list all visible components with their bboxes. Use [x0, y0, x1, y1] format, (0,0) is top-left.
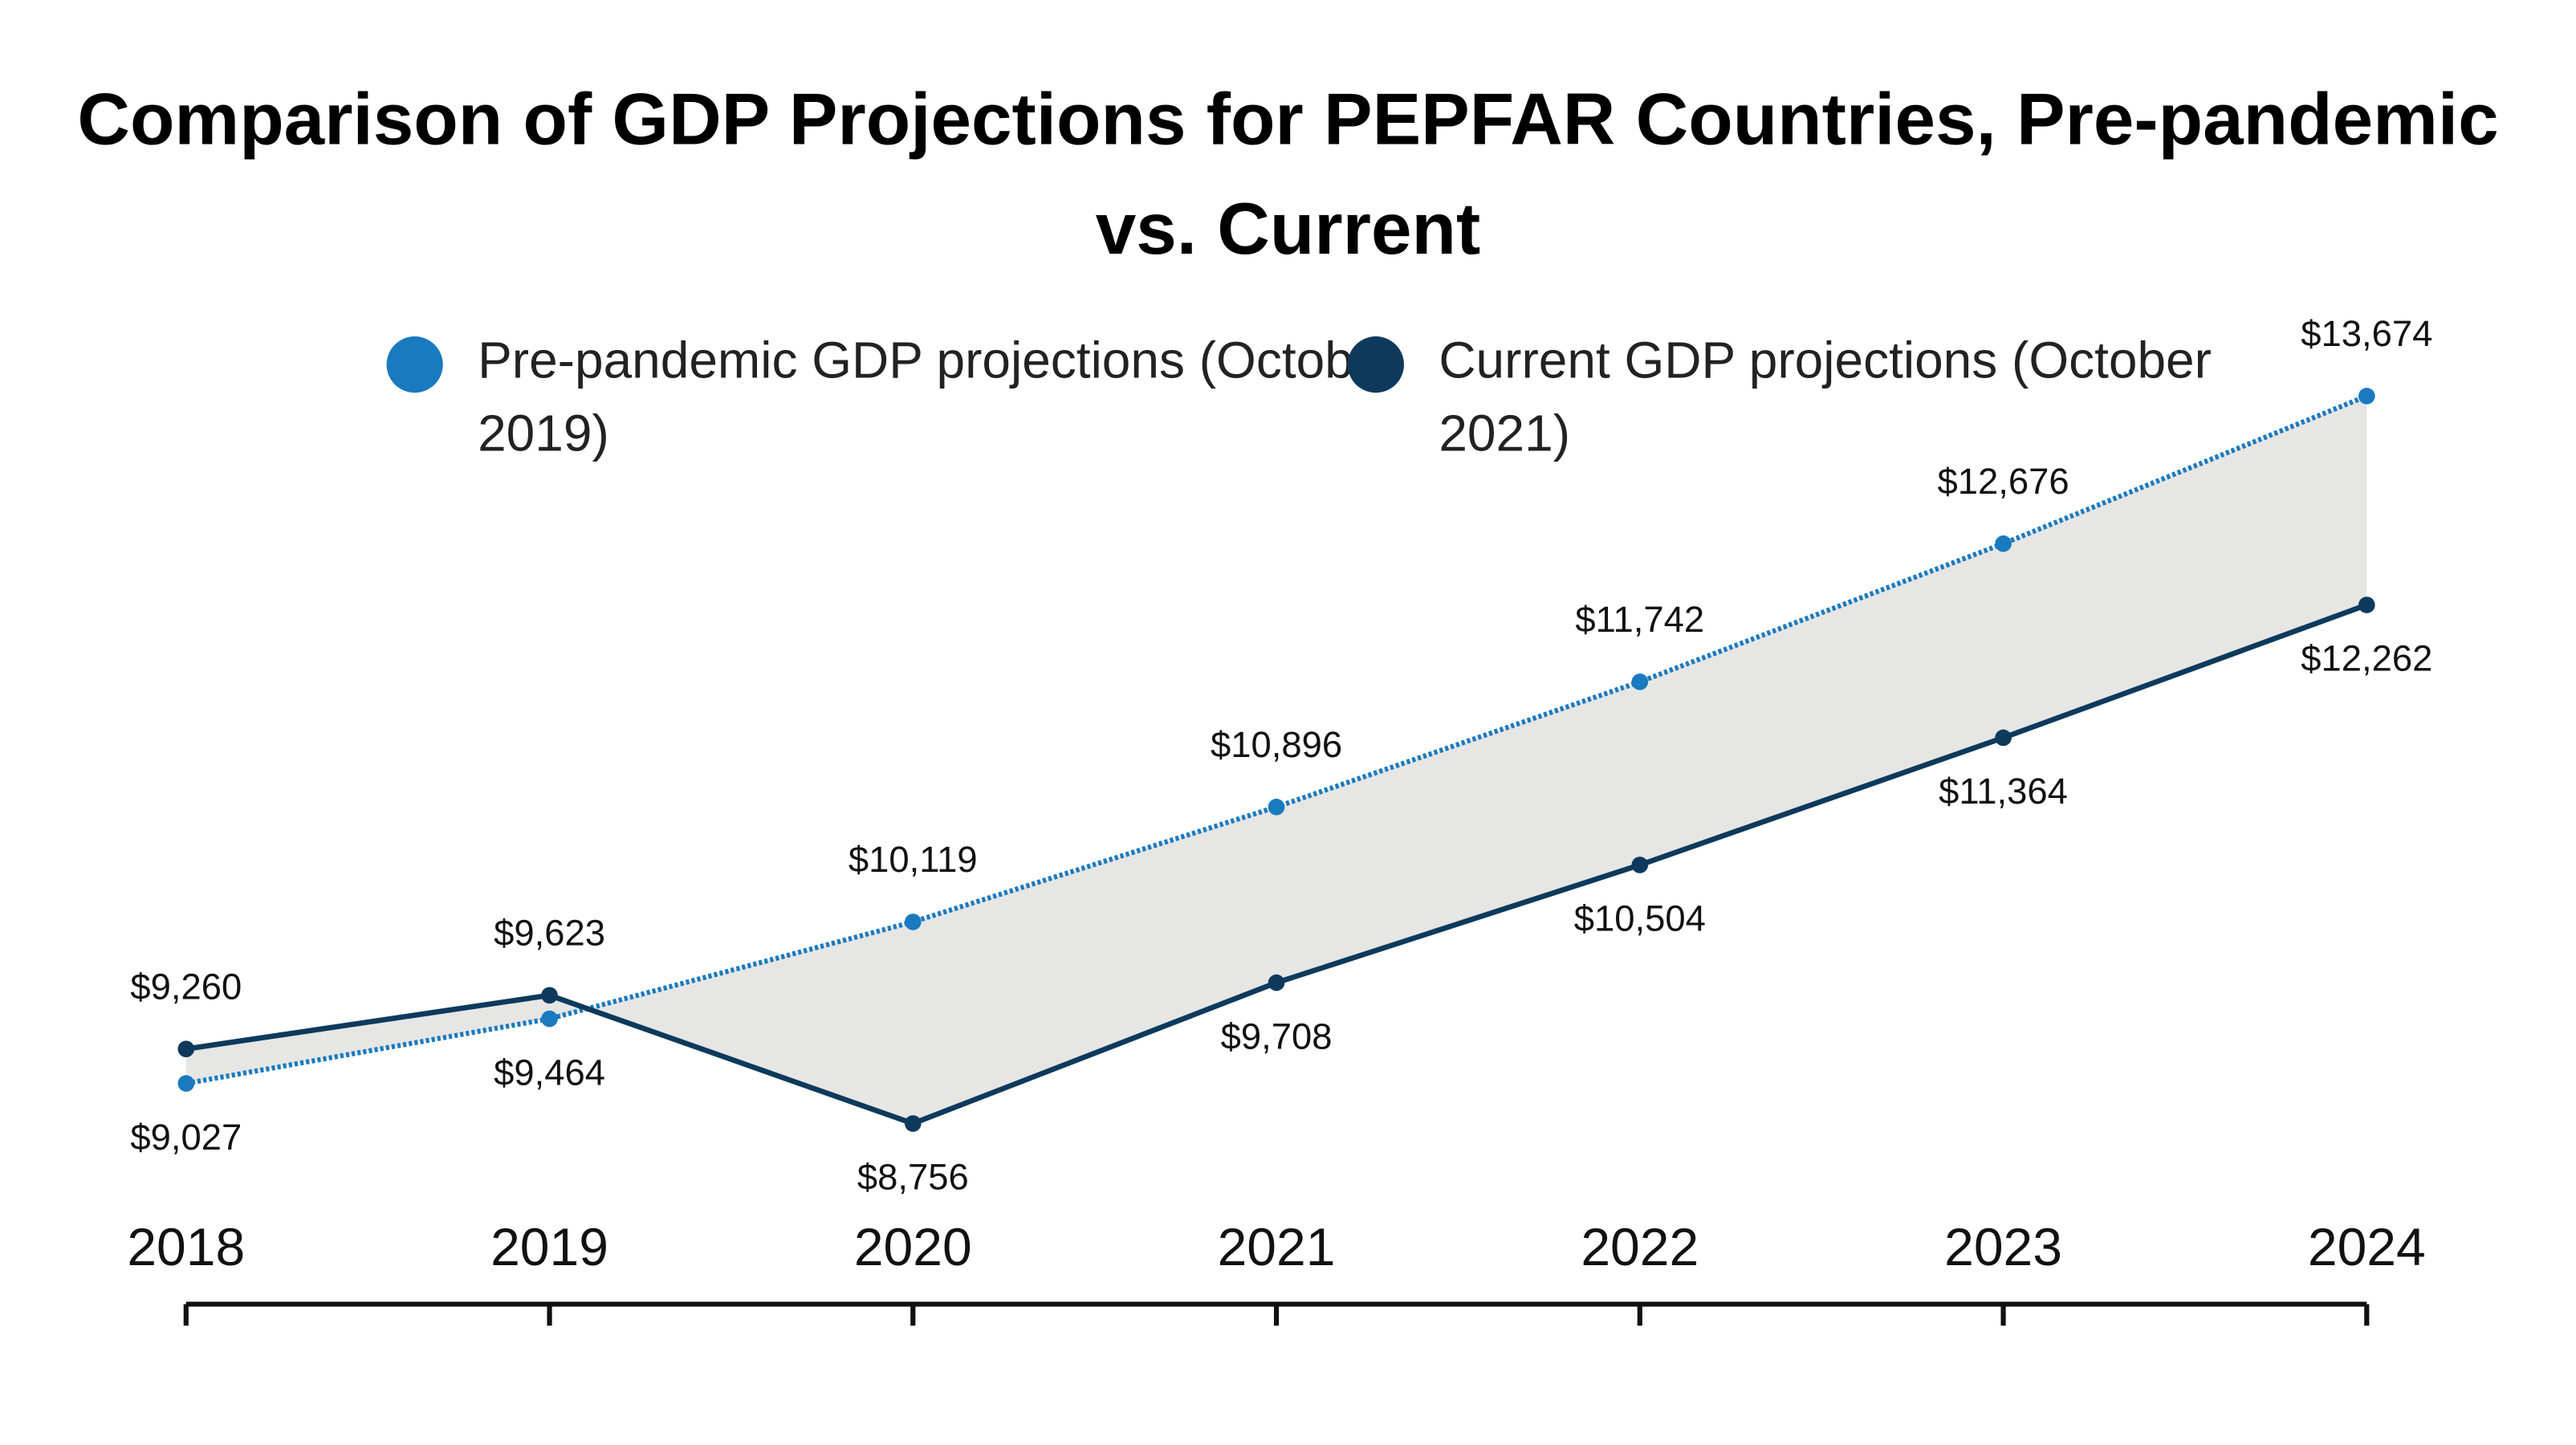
data-point: [1995, 535, 2012, 552]
data-point: [177, 1075, 195, 1092]
data-point: [1631, 674, 1649, 690]
value-label: $12,676: [1937, 461, 2069, 502]
data-point: [904, 914, 922, 930]
data-point: [541, 1010, 558, 1028]
x-tick-label: 2019: [490, 1217, 608, 1276]
data-point: [1268, 798, 1285, 816]
legend-label: Current GDP projections (October 2021): [1439, 331, 2212, 462]
value-label: $12,262: [2301, 638, 2432, 679]
data-point: [1995, 729, 2012, 747]
x-tick-label: 2022: [1581, 1217, 1699, 1276]
x-tick-label: 2024: [2308, 1217, 2426, 1276]
value-label: $8,756: [857, 1157, 969, 1198]
data-point: [2358, 596, 2375, 613]
legend-label: Pre-pandemic GDP projections (October 20…: [478, 331, 1399, 462]
value-label: $9,708: [1221, 1016, 1333, 1056]
value-label: $11,742: [1575, 599, 1704, 640]
value-label: $10,504: [1574, 898, 1706, 939]
value-label: $9,027: [130, 1117, 242, 1158]
legend-marker: [386, 336, 443, 393]
value-label: $13,674: [2301, 313, 2432, 354]
value-label: $10,896: [1211, 724, 1342, 765]
title-box: Comparison of GDP Projections for PEPFAR…: [77, 79, 2499, 271]
legend-entry: Pre-pandemic GDP projections (October 20…: [478, 331, 1399, 462]
data-point: [1268, 974, 1285, 991]
legend-entry: Current GDP projections (October 2021): [1439, 331, 2212, 462]
data-point: [2358, 388, 2375, 405]
value-label: $11,364: [1939, 771, 2068, 812]
value-label: $9,623: [494, 912, 605, 953]
x-tick-label: 2020: [854, 1217, 972, 1276]
value-label: $9,260: [130, 966, 242, 1007]
value-label: $10,119: [848, 839, 978, 880]
data-point: [1631, 857, 1649, 873]
value-label: $9,464: [494, 1052, 605, 1093]
x-tick-label: 2018: [127, 1217, 245, 1276]
data-point: [541, 987, 558, 1004]
x-tick-label: 2021: [1218, 1217, 1336, 1276]
chart-title: Comparison of GDP Projections for PEPFAR…: [77, 79, 2499, 271]
legend-marker: [1347, 336, 1404, 393]
data-point: [904, 1115, 922, 1132]
x-tick-label: 2023: [1944, 1217, 2062, 1276]
data-point: [177, 1040, 195, 1057]
